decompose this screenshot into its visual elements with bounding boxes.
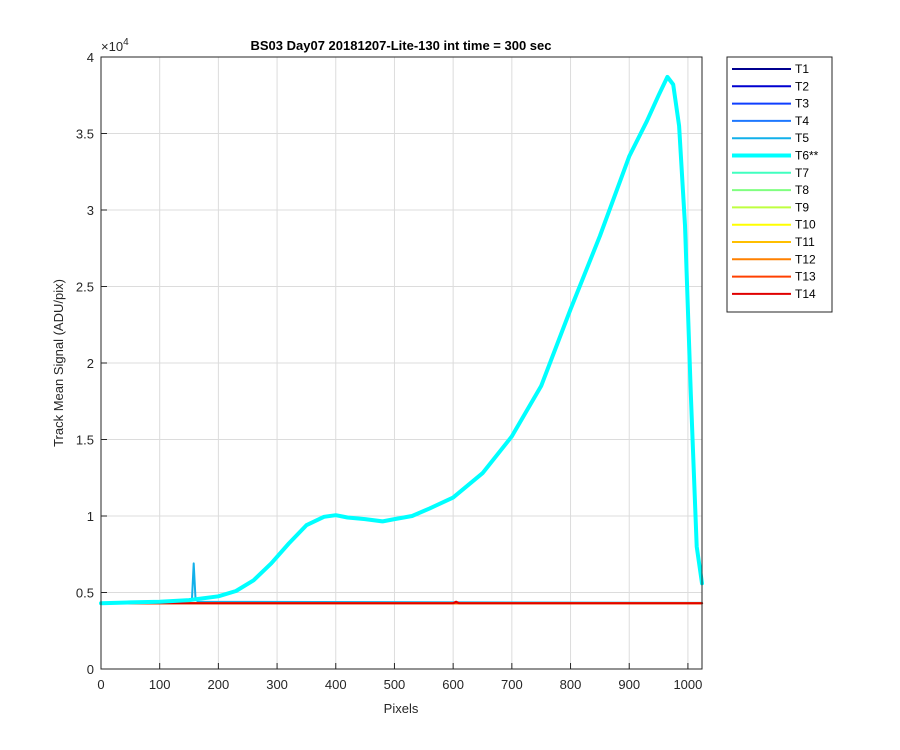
y-tick-label: 2 bbox=[87, 356, 94, 371]
legend-label-t9: T9 bbox=[795, 200, 809, 214]
legend-label-t6: T6** bbox=[795, 149, 819, 163]
legend-label-t2: T2 bbox=[795, 79, 809, 93]
x-tick-labels: 0 100 200 300 400 500 600 700 800 900 1000 bbox=[97, 677, 702, 692]
x-tick-label: 600 bbox=[442, 677, 464, 692]
x-tick-label: 1000 bbox=[673, 677, 702, 692]
legend-label-t10: T10 bbox=[795, 218, 816, 232]
y-exponent-base: ×10 bbox=[101, 39, 123, 54]
y-tick-label: 3 bbox=[87, 203, 94, 218]
series-layer bbox=[99, 74, 704, 606]
series-line-t6 bbox=[99, 74, 704, 606]
x-tick-label: 800 bbox=[560, 677, 582, 692]
x-tick-label: 900 bbox=[618, 677, 640, 692]
y-tick-label: 4 bbox=[87, 50, 94, 65]
y-axis-label: Track Mean Signal (ADU/pix) bbox=[51, 279, 66, 447]
y-exponent-power: 4 bbox=[123, 37, 129, 48]
y-tick-label: 0 bbox=[87, 662, 94, 677]
y-tick-label: 1.5 bbox=[76, 433, 94, 448]
chart-title: BS03 Day07 20181207-Lite-130 int time = … bbox=[251, 38, 552, 53]
legend-label-t12: T12 bbox=[795, 252, 816, 266]
y-exponent: ×104 bbox=[101, 37, 129, 54]
legend-label-t11: T11 bbox=[795, 235, 815, 249]
x-tick-label: 100 bbox=[149, 677, 171, 692]
legend-label-t8: T8 bbox=[795, 183, 809, 197]
legend-label-t5: T5 bbox=[795, 131, 809, 145]
x-tick-label: 0 bbox=[97, 677, 104, 692]
legend-box bbox=[726, 56, 833, 313]
legend-label-t4: T4 bbox=[795, 114, 809, 128]
ticks bbox=[100, 56, 689, 670]
series-line-t14 bbox=[100, 600, 703, 605]
legend: T1 T2 T3 T4 T5 T6** T7 T8 T9 T10 T11 T12 T13 T14 bbox=[726, 56, 833, 313]
x-axis-label: Pixels bbox=[384, 701, 419, 716]
y-tick-label: 1 bbox=[87, 509, 94, 524]
legend-label-t1: T1 bbox=[795, 62, 809, 76]
x-tick-label: 200 bbox=[208, 677, 230, 692]
legend-label-t3: T3 bbox=[795, 97, 809, 111]
y-tick-labels: 0 0.5 1 1.5 2 2.5 3 3.5 4 bbox=[76, 50, 94, 677]
y-tick-label: 0.5 bbox=[76, 586, 94, 601]
y-tick-label: 3.5 bbox=[76, 127, 94, 142]
x-tick-label: 300 bbox=[266, 677, 288, 692]
x-tick-label: 500 bbox=[384, 677, 406, 692]
y-tick-label: 2.5 bbox=[76, 280, 94, 295]
legend-label-t13: T13 bbox=[795, 270, 816, 284]
legend-label-t14: T14 bbox=[795, 287, 816, 301]
legend-label-t7: T7 bbox=[795, 166, 809, 180]
x-tick-label: 400 bbox=[325, 677, 347, 692]
x-tick-label: 700 bbox=[501, 677, 523, 692]
